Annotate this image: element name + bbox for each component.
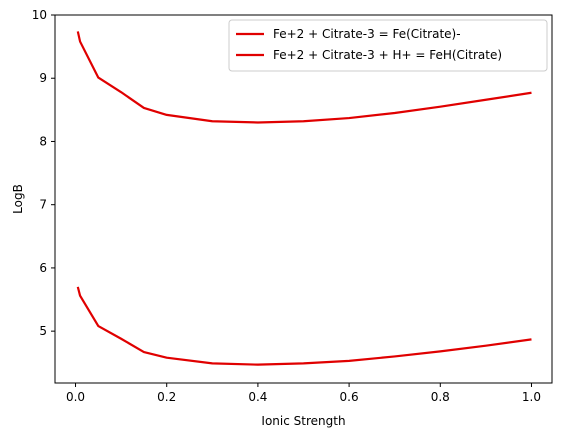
- series-line-2: [76, 31, 532, 124]
- legend-label-2: Fe+2 + Citrate-3 + H+ = FeH(Citrate): [273, 48, 502, 62]
- series-line-1: [76, 286, 532, 366]
- plot-background: [55, 15, 552, 383]
- y-tick-label: 8: [39, 134, 47, 148]
- y-tick-label: 10: [32, 8, 47, 22]
- series-layer: [76, 31, 532, 366]
- y-tick-label: 5: [39, 324, 47, 338]
- x-tick-label: 0.8: [431, 390, 450, 404]
- x-tick-label: 0.2: [157, 390, 176, 404]
- legend-box: [228, 19, 548, 72]
- y-axis-label: LogB: [11, 184, 25, 214]
- x-axis-ticks: 0.0 0.2 0.4 0.6 0.8 1.0: [66, 383, 541, 404]
- x-tick-label: 0.4: [248, 390, 267, 404]
- y-tick-label: 6: [39, 261, 47, 275]
- plot-frame: [54, 14, 553, 384]
- x-tick-label: 0.6: [340, 390, 359, 404]
- x-axis-label: Ionic Strength: [261, 414, 345, 428]
- y-tick-label: 9: [39, 71, 47, 85]
- x-tick-label: 0.0: [66, 390, 85, 404]
- y-axis-ticks: 5 6 7 8 9 10: [32, 8, 55, 338]
- y-tick-label: 7: [39, 198, 47, 212]
- legend-label-1: Fe+2 + Citrate-3 = Fe(Citrate)-: [273, 27, 461, 41]
- legend: Fe+2 + Citrate-3 = Fe(Citrate)- Fe+2 + Ci…: [228, 19, 548, 72]
- x-tick-label: 1.0: [522, 390, 541, 404]
